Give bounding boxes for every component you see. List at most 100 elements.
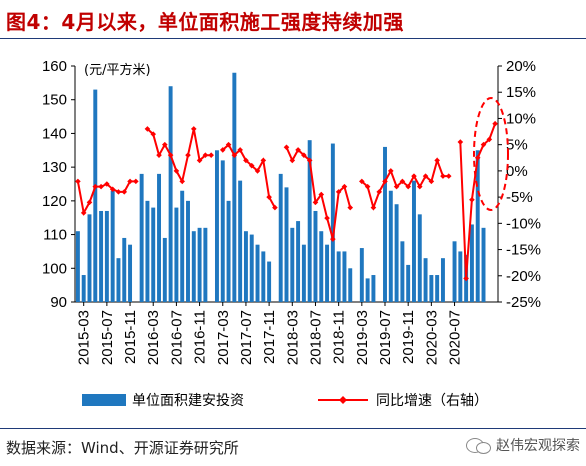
- growth-point: [428, 178, 435, 185]
- bar: [440, 258, 445, 302]
- x-tick-label: 2020-03: [423, 310, 440, 365]
- legend-line-marker: [339, 396, 347, 404]
- bar: [429, 275, 434, 302]
- figure-header: 图4：4月以来，单位面积施工强度持续加强: [0, 0, 586, 39]
- growth-point: [133, 178, 139, 185]
- growth-line-segment: [222, 143, 276, 209]
- bar: [365, 278, 370, 302]
- line-series: [75, 120, 498, 282]
- bar-series: [75, 72, 486, 302]
- bar: [458, 251, 463, 302]
- wechat-icon: [466, 436, 492, 454]
- x-tick-label: 2018-07: [307, 310, 324, 365]
- growth-point: [104, 181, 110, 187]
- growth-point: [440, 173, 446, 179]
- right-tick-label: -25%: [506, 294, 541, 311]
- growth-point: [121, 189, 128, 195]
- right-tick-label: -15%: [506, 242, 541, 259]
- bar: [128, 244, 133, 302]
- highlight-annotation: [473, 97, 509, 211]
- bar: [301, 244, 306, 302]
- x-tick-label: 2019-11: [400, 310, 417, 364]
- figure-footer: 数据来源：Wind、开源证券研究所 赵伟宏观探索: [0, 428, 586, 466]
- growth-point: [411, 173, 417, 179]
- bar: [435, 275, 440, 302]
- growth-point: [416, 183, 423, 190]
- watermark: 赵伟宏观探索: [466, 435, 580, 455]
- growth-point: [370, 204, 377, 211]
- bar: [412, 180, 416, 302]
- bar: [319, 231, 324, 302]
- growth-point: [150, 131, 157, 137]
- x-tick-label: 2017-11: [261, 310, 278, 364]
- growth-point: [190, 126, 197, 132]
- bar: [87, 214, 92, 302]
- left-tick-label: 130: [42, 159, 67, 176]
- bar: [116, 258, 121, 302]
- left-tick-label: 90: [50, 294, 67, 311]
- figure-title: 图4：4月以来，单位面积施工强度持续加强: [6, 10, 404, 34]
- bar: [180, 190, 185, 302]
- bar: [238, 180, 243, 302]
- growth-point: [359, 178, 365, 185]
- left-tick-label: 110: [43, 227, 67, 244]
- growth-point: [399, 178, 406, 185]
- bar: [452, 241, 457, 302]
- bar: [330, 143, 335, 302]
- bar: [255, 244, 260, 302]
- growth-point: [341, 183, 348, 190]
- bar: [417, 214, 422, 302]
- bar: [307, 140, 312, 302]
- watermark-text: 赵伟宏观探索: [496, 438, 580, 454]
- growth-line-segment: [361, 157, 449, 211]
- legend-line-label: 同比增速（右轴）: [376, 393, 488, 409]
- bar: [151, 207, 156, 302]
- bar: [226, 200, 231, 302]
- x-tick-label: 2019-07: [377, 310, 394, 365]
- growth-point: [109, 186, 116, 193]
- growth-point: [306, 157, 313, 164]
- bar: [267, 261, 272, 302]
- growth-point: [492, 120, 498, 127]
- legend-bar-label: 单位面积建安投资: [132, 393, 244, 409]
- growth-point: [266, 194, 272, 200]
- x-tick-label: 2018-03: [284, 310, 301, 365]
- right-tick-label: 20%: [506, 58, 536, 75]
- right-tick-label: 0%: [506, 163, 528, 180]
- bar: [191, 231, 196, 302]
- bar: [104, 210, 109, 302]
- growth-point: [144, 126, 151, 132]
- x-tick-label: 2015-11: [122, 310, 139, 364]
- bar: [145, 200, 150, 302]
- bar: [197, 227, 202, 302]
- growth-point: [388, 168, 394, 174]
- legend-bar-swatch: [82, 394, 126, 406]
- growth-point: [312, 199, 319, 206]
- growth-point: [405, 183, 411, 190]
- growth-point: [185, 152, 191, 158]
- x-tick-label: 2016-07: [168, 310, 185, 365]
- bar: [168, 86, 173, 302]
- right-tick-label: -10%: [506, 215, 541, 232]
- bar: [481, 227, 486, 302]
- growth-point: [127, 178, 133, 185]
- growth-point: [289, 157, 296, 164]
- bar: [313, 210, 318, 302]
- x-tick-label: 2017-07: [238, 310, 255, 365]
- bar: [174, 207, 179, 302]
- growth-point: [272, 204, 278, 211]
- growth-point: [434, 157, 440, 164]
- right-tick-label: -20%: [506, 268, 541, 285]
- growth-point: [196, 157, 203, 164]
- growth-point: [254, 168, 261, 174]
- right-tick-label: 10%: [506, 110, 536, 127]
- growth-point: [330, 236, 336, 242]
- growth-point: [283, 144, 290, 151]
- bar: [214, 150, 219, 302]
- bar: [157, 173, 161, 302]
- bar: [371, 275, 376, 302]
- chart-area: (元/平方米) 160 150 140 130 120 110 100 90 20% 15% 10%…: [42, 58, 541, 409]
- bar: [406, 264, 411, 302]
- growth-point: [115, 189, 122, 195]
- growth-point: [248, 162, 255, 169]
